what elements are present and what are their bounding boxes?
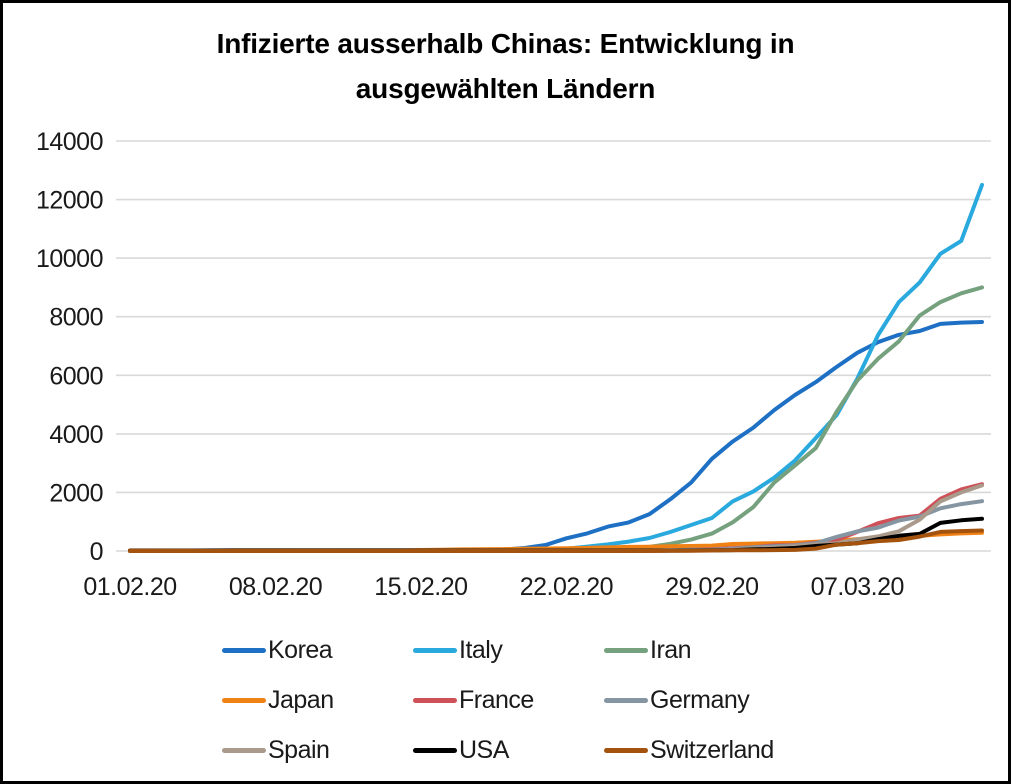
legend-swatch-iran: [604, 647, 648, 653]
line-chart: 0 2000 4000 6000 8000 10000 12000 14000 01.02.20…: [36, 128, 991, 601]
legend-item-spain: Spain: [222, 736, 413, 765]
chart-title-line-2: ausgewählten Ländern: [355, 73, 656, 104]
legend-label-spain: Spain: [268, 735, 330, 764]
legend-label-switzerland: Switzerland: [650, 735, 774, 764]
legend-swatch-japan: [222, 697, 266, 703]
legend-item-korea: Korea: [222, 636, 413, 665]
legend-swatch-germany: [604, 697, 648, 703]
x-tick-label-08.02.20: 08.02.20: [229, 573, 322, 601]
x-tick-label-07.03.20: 07.03.20: [811, 573, 904, 601]
y-tick-label-6000: 6000: [49, 362, 103, 390]
legend-label-usa: USA: [459, 735, 509, 764]
legend-item-japan: Japan: [222, 686, 413, 715]
series-line-italy: [128, 182, 984, 553]
legend-item-france: France: [413, 686, 604, 715]
legend-swatch-france: [413, 697, 457, 703]
legend-swatch-switzerland: [604, 747, 648, 753]
legend-label-france: France: [459, 685, 534, 714]
legend-item-italy: Italy: [413, 636, 604, 665]
x-tick-label-29.02.20: 29.02.20: [665, 573, 758, 601]
y-tick-label-14000: 14000: [36, 128, 103, 156]
legend-swatch-korea: [222, 647, 266, 653]
legend-swatch-usa: [413, 747, 457, 753]
x-tick-label-01.02.20: 01.02.20: [83, 573, 176, 601]
series-line-korea: [128, 320, 984, 553]
legend-swatch-italy: [413, 647, 457, 653]
legend-item-usa: USA: [413, 736, 604, 765]
legend-item-iran: Iran: [604, 636, 774, 665]
legend-label-italy: Italy: [459, 635, 503, 664]
series-line-iran: [128, 285, 984, 553]
chart-title: Infizierte ausserhalb Chinas: Entwicklun…: [3, 21, 1008, 111]
y-tick-label-12000: 12000: [36, 187, 103, 215]
legend-item-germany: Germany: [604, 686, 774, 715]
chart-title-line-1: Infizierte ausserhalb Chinas: Entwicklun…: [216, 28, 795, 59]
y-tick-label-10000: 10000: [36, 245, 103, 273]
legend: Korea Italy Iran Japan France Germany Spain USA…: [222, 625, 774, 775]
y-tick-label-4000: 4000: [49, 421, 103, 449]
series-line-switzerland: [128, 528, 984, 553]
legend-label-korea: Korea: [268, 635, 333, 664]
y-tick-label-2000: 2000: [49, 479, 103, 507]
x-tick-label-15.02.20: 15.02.20: [374, 573, 467, 601]
legend-item-switzerland: Switzerland: [604, 736, 774, 765]
legend-label-japan: Japan: [268, 685, 334, 714]
x-tick-label-22.02.20: 22.02.20: [520, 573, 613, 601]
y-tick-label-0: 0: [90, 538, 103, 566]
y-tick-label-8000: 8000: [49, 304, 103, 332]
legend-swatch-spain: [222, 747, 266, 753]
legend-label-iran: Iran: [650, 635, 692, 664]
legend-label-germany: Germany: [650, 685, 750, 714]
